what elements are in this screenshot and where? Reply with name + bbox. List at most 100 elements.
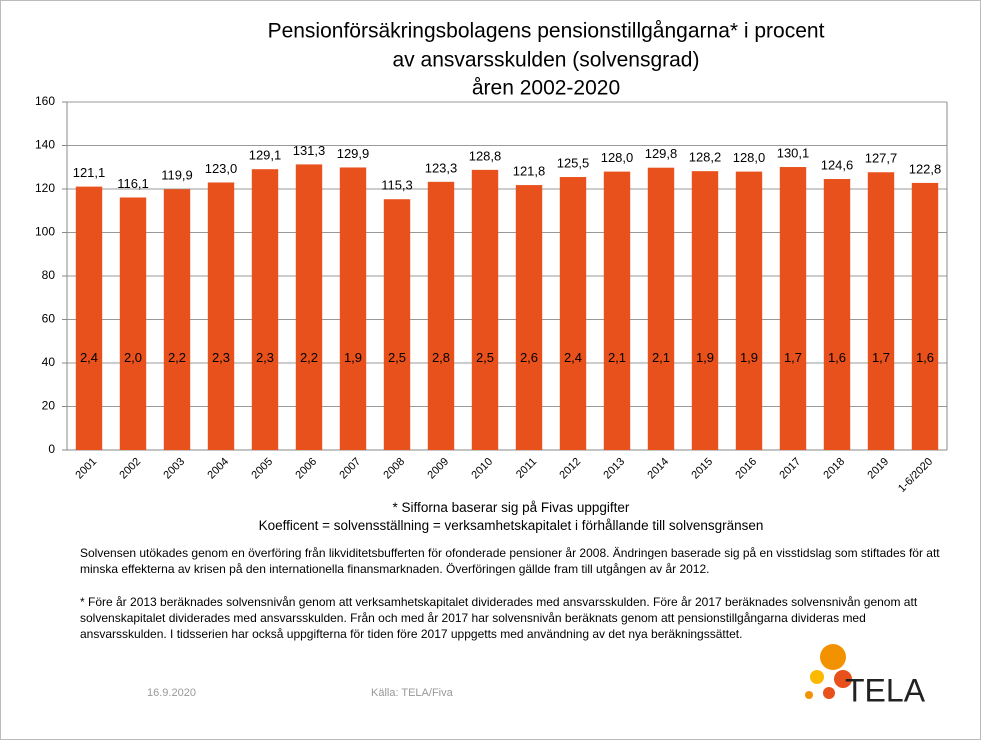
value-label: 123,0 (205, 161, 238, 176)
value-label: 124,6 (821, 157, 854, 172)
coefficient-label: 1,7 (872, 350, 890, 365)
source: Källa: TELA/Fiva (371, 687, 453, 699)
coefficient-label: 2,0 (124, 350, 142, 365)
value-label: 127,7 (865, 151, 898, 166)
coefficient-label: 1,7 (784, 350, 802, 365)
y-tick-label: 60 (42, 312, 56, 326)
y-tick-label: 0 (48, 442, 55, 456)
x-tick-label: 2011 (514, 456, 539, 481)
note: * Sifforna baserar sig på Fivas uppgifte… (392, 500, 630, 515)
x-tick-label: 2012 (557, 456, 583, 482)
bar (779, 167, 807, 450)
value-label: 119,9 (161, 168, 193, 183)
y-tick-label: 40 (42, 355, 56, 369)
bar (603, 171, 631, 450)
value-label: 128,8 (469, 148, 502, 163)
paragraph: * Före år 2013 beräknades solvensnivån g… (80, 595, 918, 641)
logo-dot (823, 687, 835, 699)
bar (251, 169, 279, 450)
bar (867, 172, 895, 450)
x-tick-label: 2010 (469, 456, 495, 482)
bar (559, 177, 587, 450)
x-tick-label: 2018 (821, 456, 847, 482)
x-tick-label: 2002 (117, 456, 143, 482)
x-tick-label: 2006 (293, 456, 319, 482)
x-tick-label: 2015 (689, 456, 715, 482)
value-label: 128,2 (689, 150, 722, 165)
y-tick-label: 100 (35, 225, 55, 239)
coefficient-label: 1,9 (740, 350, 758, 365)
x-tick-label: 2009 (425, 456, 451, 482)
value-label: 125,5 (557, 155, 590, 170)
x-tick-label: 2004 (205, 456, 231, 482)
chart-title: åren 2002-2020 (472, 77, 620, 100)
x-tick-label: 2019 (865, 456, 891, 482)
coefficient-label: 2,4 (80, 350, 98, 365)
y-tick-label: 140 (35, 138, 55, 152)
coefficient-label: 2,2 (168, 350, 186, 365)
value-label: 121,8 (513, 164, 546, 179)
bar (383, 199, 411, 450)
coefficient-label: 1,6 (828, 350, 846, 365)
bar (163, 189, 191, 450)
note: Koefficent = solvensställning = verksamh… (258, 518, 764, 533)
bar (295, 164, 323, 451)
x-tick-label: 2001 (73, 456, 99, 482)
coefficient-label: 1,9 (696, 350, 714, 365)
x-tick-label: 1-6/2020 (896, 456, 935, 495)
bar (735, 171, 763, 450)
chart-title: av ansvarsskulden (solvensgrad) (393, 49, 700, 72)
logo-dot (810, 670, 824, 684)
logo-dot (834, 670, 852, 688)
date: 16.9.2020 (147, 687, 196, 699)
x-tick-label: 2005 (249, 456, 275, 482)
x-tick-label: 2017 (777, 456, 803, 482)
value-label: 131,3 (293, 143, 326, 158)
x-tick-label: 2016 (733, 456, 759, 482)
bar (911, 182, 939, 450)
bar (471, 169, 499, 451)
y-tick-label: 160 (35, 94, 55, 108)
value-label: 128,0 (601, 150, 634, 165)
coefficient-label: 2,1 (652, 350, 670, 365)
coefficient-label: 2,5 (476, 350, 494, 365)
y-tick-label: 120 (35, 181, 55, 195)
coefficient-label: 2,1 (608, 350, 626, 365)
x-tick-label: 2014 (645, 456, 671, 482)
bar (207, 182, 235, 450)
x-tick-label: 2013 (601, 456, 627, 482)
bar (515, 185, 543, 450)
bar (691, 171, 719, 451)
value-label: 130,1 (777, 145, 810, 160)
x-tick-label: 2007 (337, 456, 363, 482)
logo: TELA (805, 644, 926, 708)
chart: Pensionförsäkringsbolagens pensionstillg… (35, 20, 948, 495)
logo-dot (805, 691, 813, 699)
y-tick-label: 20 (42, 399, 56, 413)
chart-title: Pensionförsäkringsbolagens pensionstillg… (268, 20, 825, 43)
coefficient-label: 1,6 (916, 350, 934, 365)
coefficient-label: 2,6 (520, 350, 538, 365)
logo-text: TELA (845, 672, 926, 708)
bar (647, 167, 675, 450)
coefficient-label: 2,5 (388, 350, 406, 365)
paragraph: Solvensen utökades genom en överföring f… (80, 546, 940, 576)
coefficient-label: 1,9 (344, 350, 362, 365)
bar (75, 186, 103, 451)
value-label: 122,8 (909, 161, 942, 176)
bar (119, 197, 147, 450)
value-label: 123,3 (425, 160, 458, 175)
bar (339, 167, 367, 450)
x-tick-label: 2003 (161, 456, 187, 482)
coefficient-label: 2,3 (256, 350, 274, 365)
value-label: 128,0 (733, 150, 766, 165)
x-tick-label: 2008 (381, 456, 407, 482)
coefficient-label: 2,4 (564, 350, 582, 365)
y-tick-label: 80 (42, 268, 56, 282)
coefficient-label: 2,8 (432, 350, 450, 365)
value-label: 129,9 (337, 146, 370, 161)
value-label: 121,1 (73, 165, 106, 180)
logo-dot (820, 644, 846, 670)
value-label: 116,1 (117, 176, 149, 191)
